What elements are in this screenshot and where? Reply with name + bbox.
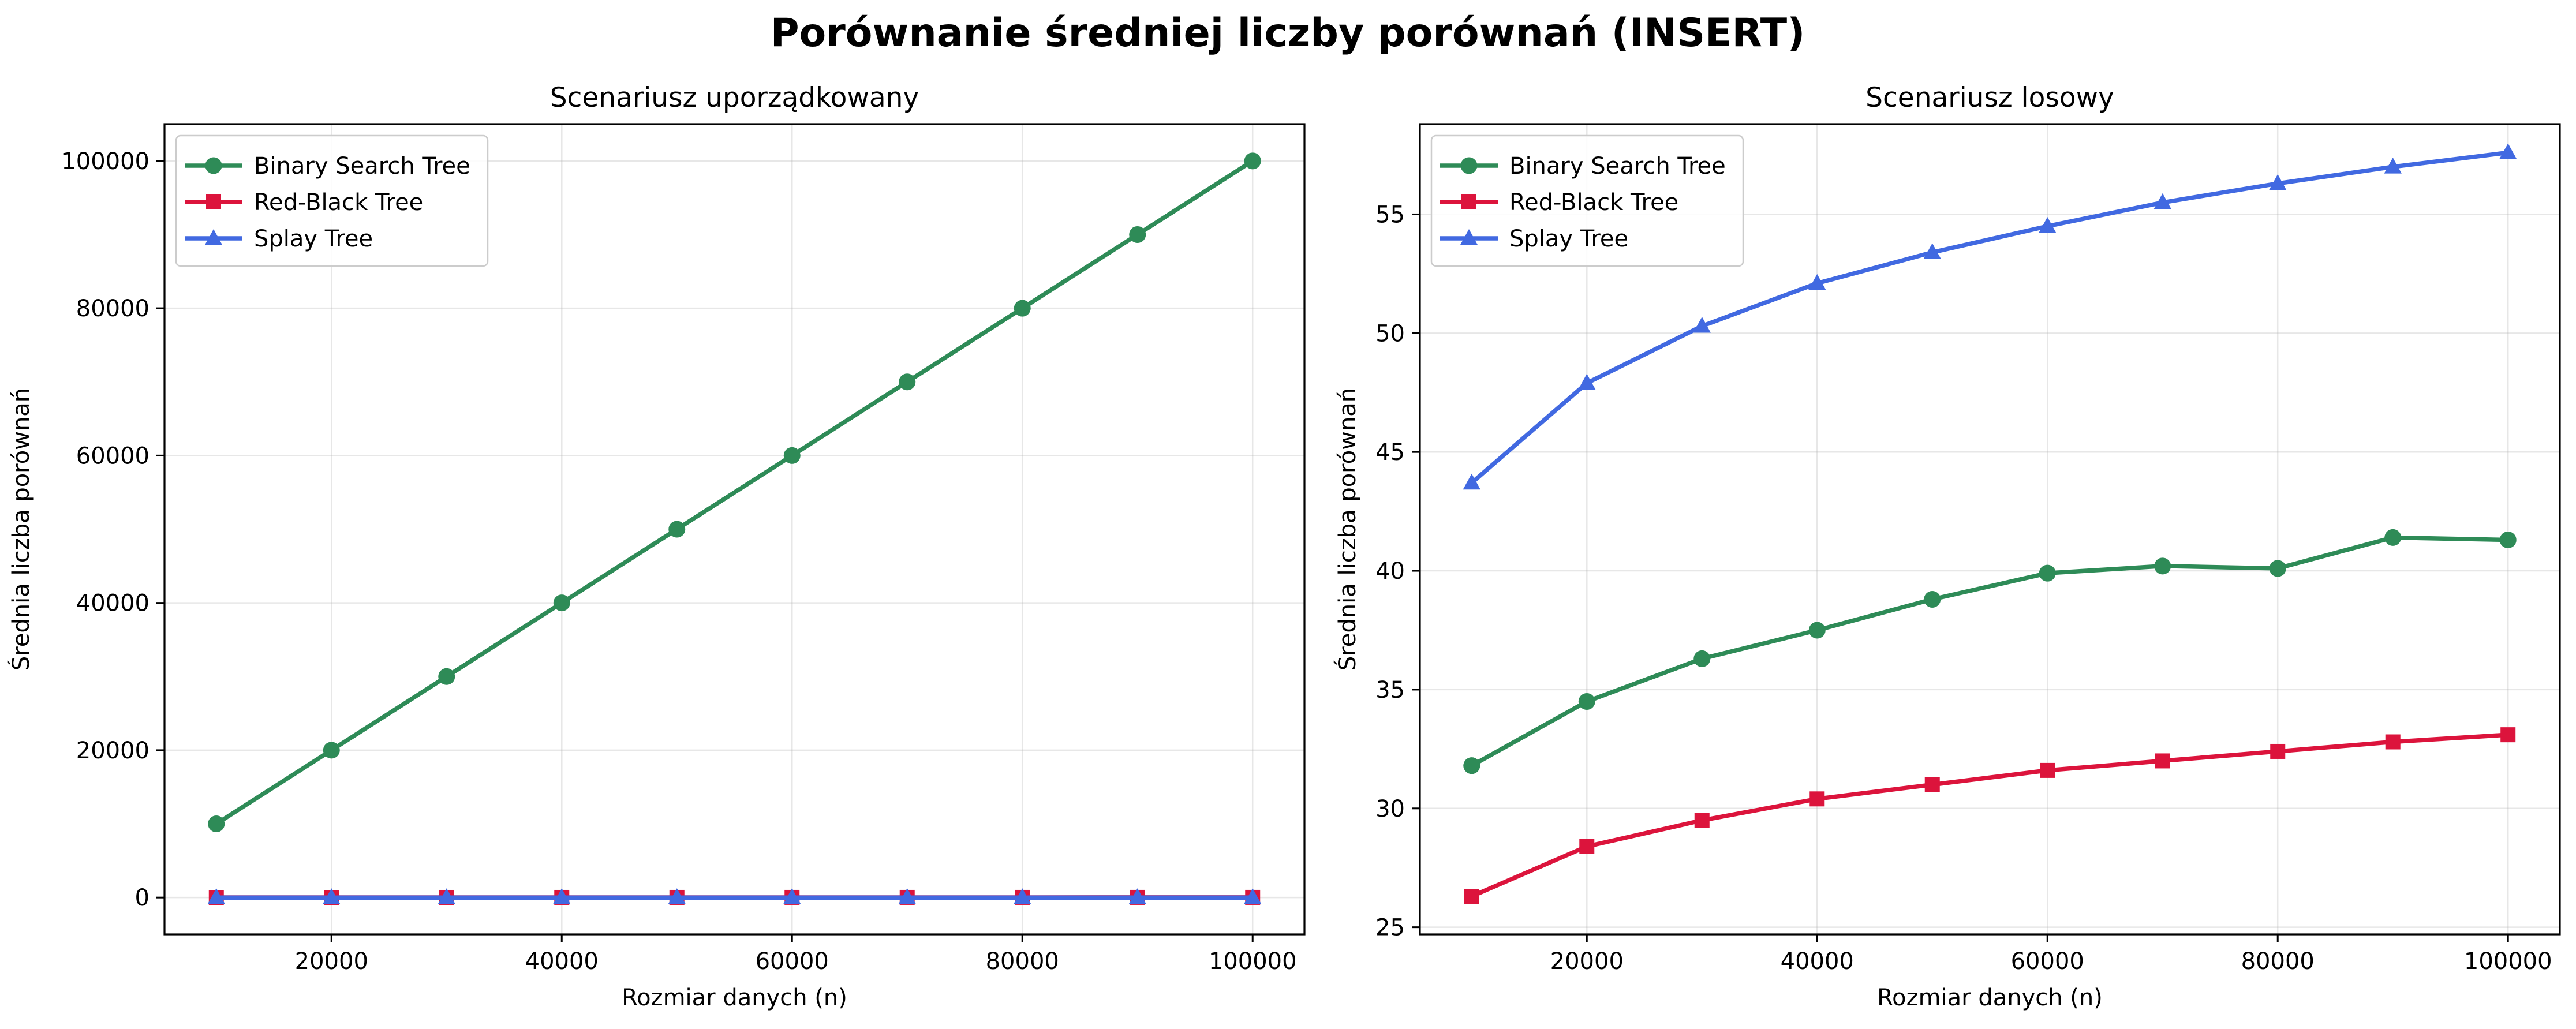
data-point: [438, 668, 455, 685]
legend-marker: [205, 158, 222, 174]
chart-panel-2: 20000 40000 60000 80000 100000 25 30 35 40 45 50 55…: [1333, 82, 2560, 1011]
y-tick-label: 20000: [76, 738, 149, 764]
y-axis-label: Średnia liczba porównań: [1333, 388, 1361, 671]
y-tick-label: 40000: [76, 590, 149, 617]
data-point: [1925, 777, 1940, 792]
y-tick-label: 30: [1375, 796, 1405, 822]
x-tick-label: 100000: [1209, 948, 1297, 975]
x-tick-label: 100000: [2464, 948, 2552, 975]
data-point: [1809, 622, 1826, 638]
legend-marker: [1461, 194, 1476, 209]
data-point: [208, 815, 225, 832]
data-point: [2155, 753, 2170, 768]
data-point: [1464, 889, 1479, 904]
data-point: [1129, 226, 1146, 243]
chart-panel-1: 20000 40000 60000 80000 100000 0 20000 40000 600…: [7, 82, 1304, 1011]
legend-label: Binary Search Tree: [254, 153, 470, 179]
data-point: [2386, 734, 2401, 749]
legend-marker: [206, 194, 221, 209]
y-tick-label: 60000: [76, 443, 149, 469]
data-point: [1579, 839, 1594, 854]
legend-label: Red-Black Tree: [1509, 189, 1678, 216]
panel-title: Scenariusz uporządkowany: [550, 82, 919, 114]
data-point: [1014, 300, 1031, 317]
x-tick-label: 20000: [295, 948, 368, 975]
data-point: [784, 447, 801, 464]
data-point: [323, 742, 340, 758]
panel-title: Scenariusz losowy: [1865, 82, 2114, 114]
y-tick-label: 25: [1375, 915, 1405, 941]
legend-label: Binary Search Tree: [1509, 153, 1726, 179]
x-tick-label: 60000: [756, 948, 829, 975]
data-point: [1809, 791, 1824, 806]
series-line-1: [1472, 537, 2508, 765]
data-point: [1693, 650, 1710, 667]
x-tick-label: 60000: [2011, 948, 2084, 975]
x-tick-label: 80000: [2241, 948, 2315, 975]
y-tick-label: 55: [1375, 201, 1405, 228]
x-tick-label: 40000: [525, 948, 599, 975]
data-point: [2154, 557, 2171, 574]
y-axis-label: Średnia liczba porównań: [7, 388, 35, 671]
legend-label: Red-Black Tree: [254, 189, 423, 216]
legend-label: Splay Tree: [1509, 226, 1628, 252]
data-point: [2040, 763, 2055, 778]
y-tick-label: 45: [1375, 439, 1405, 466]
data-point: [2270, 744, 2285, 759]
y-tick-label: 80000: [76, 295, 149, 322]
x-axis-label: Rozmiar danych (n): [622, 985, 847, 1011]
x-axis-label: Rozmiar danych (n): [1877, 985, 2103, 1011]
data-point: [1924, 591, 1941, 608]
data-point: [2039, 565, 2056, 582]
data-point: [899, 373, 915, 390]
y-tick-label: 40: [1375, 558, 1405, 585]
x-tick-label: 20000: [1550, 948, 1624, 975]
legend: Binary Search Tree Red-Black Tree Splay Tr…: [1431, 136, 1743, 266]
x-tick-label: 40000: [1781, 948, 1854, 975]
figure-title: Porównanie średniej liczby porównań (INS…: [771, 10, 1805, 56]
data-point: [2384, 529, 2401, 546]
y-tick-label: 50: [1375, 320, 1405, 347]
legend: Binary Search Tree Red-Black Tree Splay Tr…: [176, 136, 488, 266]
data-point: [554, 594, 570, 611]
legend-marker: [1461, 158, 1478, 174]
data-point: [1244, 152, 1261, 169]
series-line-2: [1472, 735, 2508, 896]
data-point: [2500, 727, 2515, 742]
data-point: [1695, 813, 1710, 828]
y-tick-label: 100000: [61, 148, 149, 175]
data-point: [2270, 560, 2286, 577]
data-point: [1463, 757, 1480, 774]
y-tick-label: 0: [135, 885, 149, 911]
x-tick-label: 80000: [986, 948, 1059, 975]
data-point: [668, 521, 685, 538]
data-point: [2500, 532, 2517, 548]
legend-label: Splay Tree: [254, 226, 373, 252]
data-point: [1579, 693, 1595, 710]
y-tick-label: 35: [1375, 677, 1405, 704]
